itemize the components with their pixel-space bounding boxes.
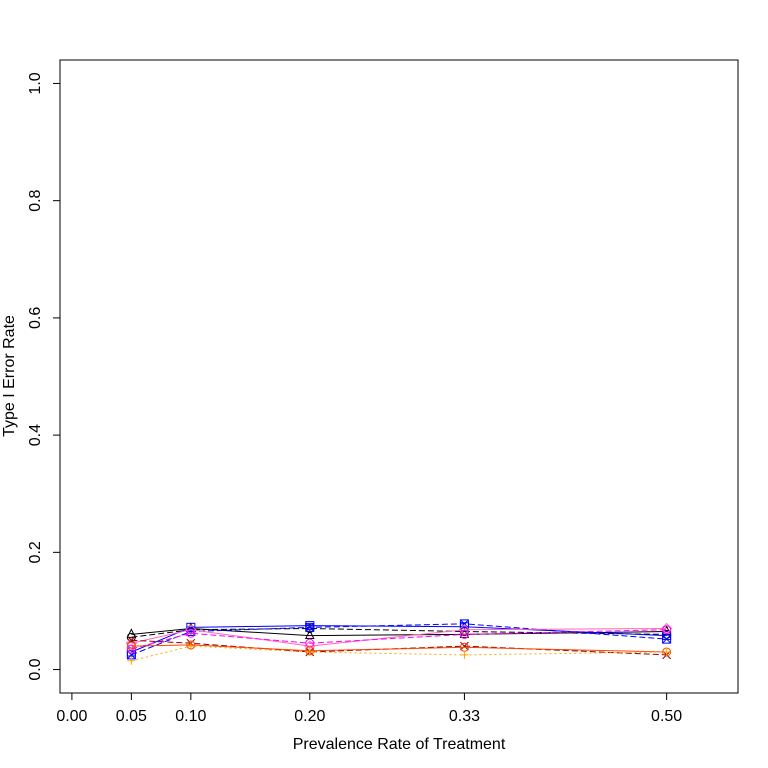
y-tick-label: 0.6 — [27, 307, 44, 329]
data-point — [186, 628, 196, 638]
series-8 — [127, 642, 671, 665]
x-tick-label: 0.10 — [175, 708, 206, 725]
x-tick-label: 0.50 — [651, 708, 682, 725]
series-3 — [126, 619, 672, 660]
data-point — [126, 632, 136, 642]
y-tick-label: 0.2 — [27, 541, 44, 563]
y-tick-label: 0.0 — [27, 658, 44, 680]
data-point — [125, 637, 138, 649]
series-6 — [127, 635, 671, 660]
series-line — [131, 629, 667, 650]
data-point — [127, 656, 136, 665]
data-point — [126, 641, 136, 651]
data-point — [459, 629, 469, 639]
y-tick-label: 0.8 — [27, 189, 44, 211]
x-tick-label: 0.00 — [56, 708, 87, 725]
series-7 — [126, 640, 672, 657]
series-line — [131, 627, 667, 637]
x-tick-label: 0.20 — [294, 708, 325, 725]
y-axis-title: Type I Error Rate — [1, 315, 18, 437]
series-line — [131, 627, 667, 638]
data-point — [186, 642, 195, 651]
series-4 — [125, 622, 673, 652]
y-tick-label: 1.0 — [27, 72, 44, 94]
series-line — [131, 628, 667, 647]
series-layer — [125, 619, 673, 665]
data-point — [305, 647, 314, 656]
series-2 — [126, 621, 672, 657]
data-point — [304, 629, 315, 640]
x-tick-label: 0.33 — [449, 708, 480, 725]
data-point — [126, 644, 136, 654]
y-tick-label: 0.4 — [27, 424, 44, 446]
data-point — [185, 623, 197, 636]
data-point — [662, 634, 672, 644]
data-point — [459, 619, 469, 629]
data-point — [662, 647, 671, 656]
data-point — [460, 641, 469, 651]
x-axis-title: Prevalence Rate of Treatment — [293, 736, 506, 753]
data-point — [305, 622, 315, 632]
x-tick-label: 0.05 — [116, 708, 147, 725]
data-point — [662, 625, 672, 635]
y-axis: 0.0 0.2 0.4 0.6 0.8 1.0 — [27, 72, 61, 681]
plot-frame — [59, 59, 739, 694]
data-point — [460, 650, 469, 659]
x-axis: 0.00 0.05 0.10 0.20 0.33 0.50 — [56, 692, 682, 725]
